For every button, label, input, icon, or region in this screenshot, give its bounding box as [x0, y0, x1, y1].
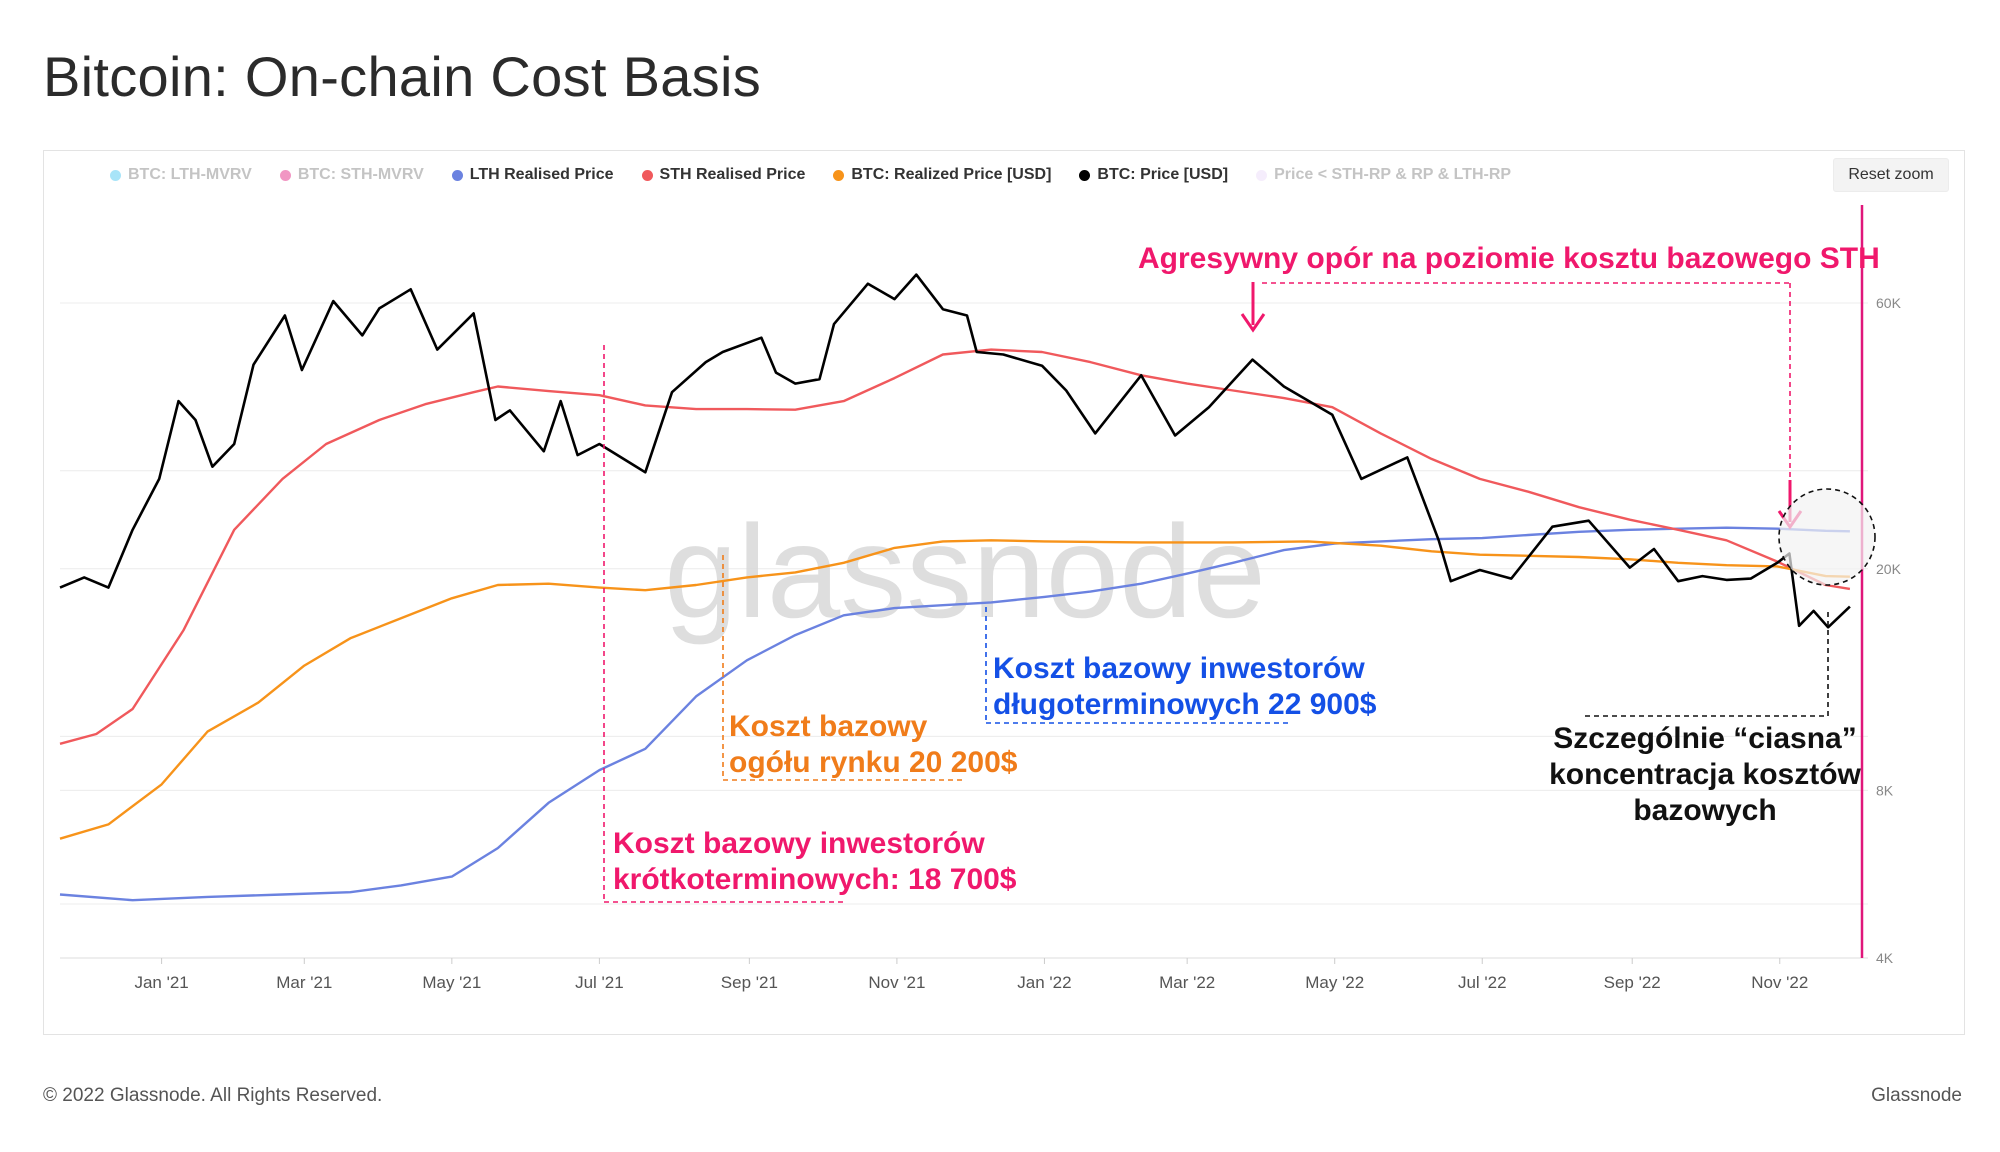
- footer-copyright: © 2022 Glassnode. All Rights Reserved.: [43, 1085, 383, 1106]
- lth-realised-price-line: [59, 526, 1850, 902]
- legend-label: Price < STH-RP & RP & LTH-RP: [1274, 166, 1512, 183]
- legend-label: BTC: STH-MVRV: [297, 166, 424, 183]
- lth-annotation-line2: długoterminowych 22 900$: [993, 688, 1377, 721]
- y-tick-label: 60K: [1876, 295, 1902, 311]
- x-tick-label: Sep '22: [1604, 973, 1661, 992]
- chart-legend: BTC: LTH-MVRV BTC: STH-MVRV LTH Realised…: [110, 166, 1511, 184]
- legend-dot: [833, 169, 845, 181]
- reset-zoom-button[interactable]: Reset zoom: [1833, 158, 1949, 192]
- x-tick-label: Jul '22: [1458, 973, 1507, 992]
- x-tick-label: Jul '21: [575, 973, 624, 992]
- legend-label: BTC: LTH-MVRV: [128, 166, 252, 183]
- legend-item-sth-mvrv[interactable]: BTC: STH-MVRV: [279, 166, 424, 184]
- legend-dot: [110, 169, 121, 181]
- legend-label: BTC: Realized Price [USD]: [851, 166, 1052, 183]
- x-tick-label: May '21: [422, 973, 481, 992]
- y-tick-label: 8K: [1876, 782, 1894, 798]
- tight-annotation-line1: Szczególnie “ciasna”: [1553, 722, 1856, 755]
- legend-item-sth-realised-price[interactable]: STH Realised Price: [641, 166, 806, 184]
- x-tick-label: Sep '21: [721, 973, 778, 992]
- annotations: Agresywny opór na poziomie kosztu bazowe…: [603, 205, 1880, 958]
- x-tick-label: Jan '22: [1017, 973, 1071, 992]
- watermark: glassnode: [664, 498, 1266, 645]
- resistance-annotation-text: Agresywny opór na poziomie kosztu bazowe…: [1138, 242, 1880, 275]
- market-annotation-line2: ogółu rynku 20 200$: [729, 746, 1018, 779]
- x-axis: Jan '21 Mar '21 May '21 Jul '21 Sep '21 Nov '…: [134, 958, 1808, 992]
- sth-annotation-line2: krótkoterminowych: 18 700$: [613, 863, 1017, 896]
- legend-item-btc-price[interactable]: BTC: Price [USD]: [1079, 166, 1228, 184]
- chart-frame: [43, 150, 1965, 1035]
- legend-label: STH Realised Price: [659, 166, 806, 183]
- legend-item-lth-mvrv[interactable]: BTC: LTH-MVRV: [110, 166, 252, 184]
- btc-price-line: [59, 273, 1851, 629]
- lth-annotation-line1: Koszt bazowy inwestorów: [993, 652, 1365, 685]
- legend-label: BTC: Price [USD]: [1097, 166, 1229, 183]
- legend-dot: [1256, 169, 1268, 181]
- legend-label: LTH Realised Price: [469, 166, 614, 183]
- x-tick-label: Mar '21: [276, 973, 332, 992]
- x-tick-label: May '22: [1305, 973, 1364, 992]
- y-tick-label: 4K: [1876, 950, 1894, 966]
- legend-item-realized-price[interactable]: BTC: Realized Price [USD]: [833, 166, 1051, 184]
- legend-item-lth-realised-price[interactable]: LTH Realised Price: [451, 166, 614, 184]
- sth-realised-price-line: [59, 348, 1851, 745]
- convergence-circle: [1778, 488, 1876, 586]
- legend-dot: [279, 169, 291, 181]
- y-tick-label: 20K: [1876, 561, 1902, 577]
- series-lines: [59, 273, 1851, 902]
- sth-annotation-line1: Koszt bazowy inwestorów: [613, 827, 985, 860]
- legend-item-price-below-cost-basis[interactable]: Price < STH-RP & RP & LTH-RP: [1256, 166, 1511, 184]
- gridlines: [60, 302, 1868, 959]
- realized-price-line: [59, 539, 1850, 840]
- x-tick-label: Nov '21: [868, 973, 925, 992]
- y-axis: 4K 8K 20K 60K: [1876, 295, 1902, 966]
- page-title: Bitcoin: On-chain Cost Basis: [43, 45, 762, 108]
- legend-dot: [641, 169, 653, 181]
- tight-annotation-line2: koncentracja kosztów: [1549, 758, 1861, 791]
- tight-annotation-line3: bazowych: [1633, 794, 1776, 827]
- legend-dot: [451, 169, 463, 181]
- resistance-arrow-head: [1240, 313, 1266, 333]
- x-tick-label: Mar '22: [1159, 973, 1215, 992]
- x-tick-label: Jan '21: [134, 973, 188, 992]
- x-tick-label: Nov '22: [1751, 973, 1808, 992]
- footer-brand: Glassnode: [1871, 1085, 1962, 1106]
- market-annotation-line1: Koszt bazowy: [729, 710, 928, 743]
- legend-dot: [1079, 169, 1091, 181]
